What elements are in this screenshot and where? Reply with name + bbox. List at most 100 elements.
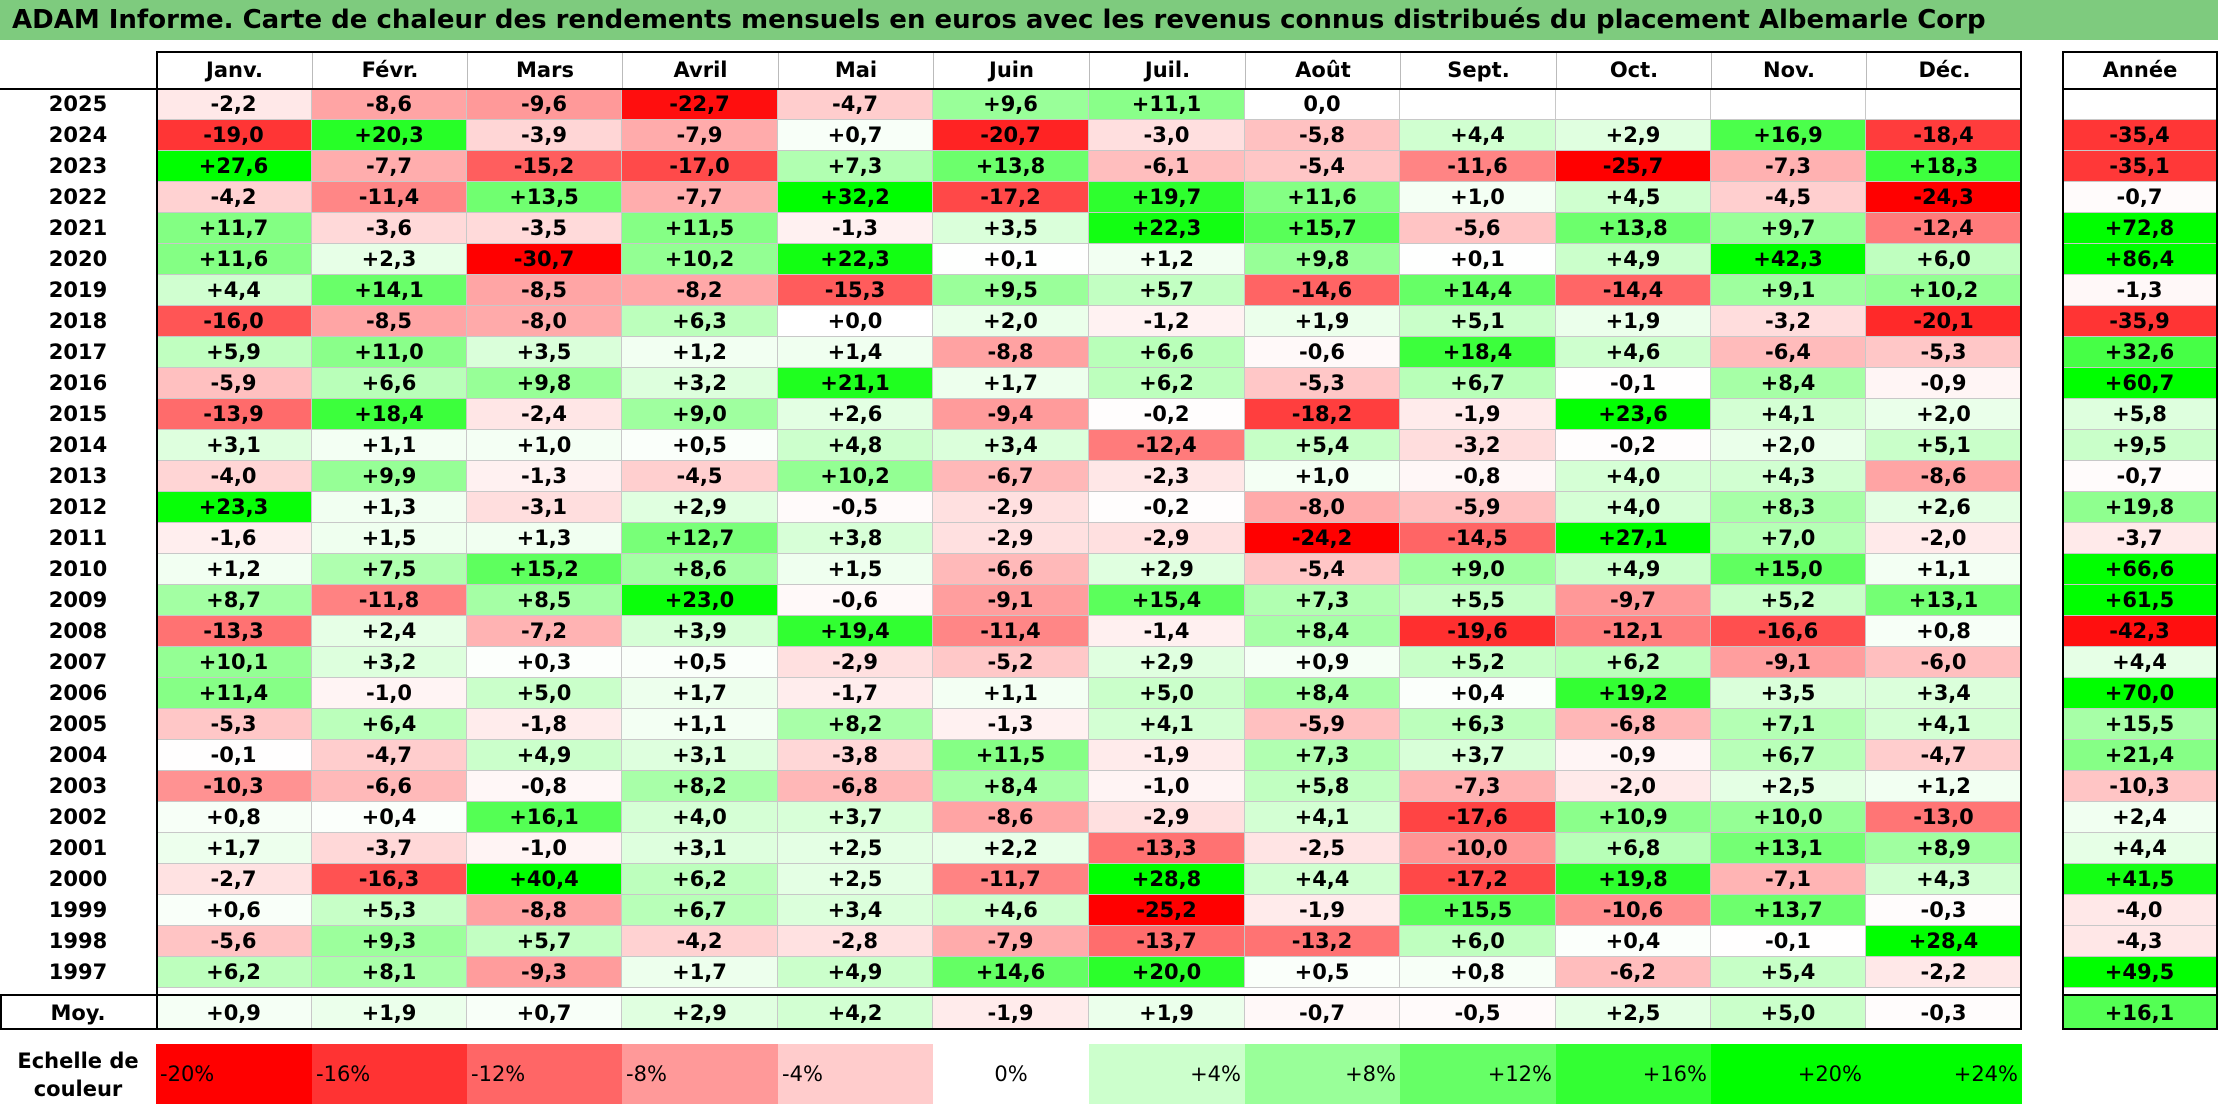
- heatmap-cell: +2,2: [933, 833, 1089, 864]
- heatmap-cell: -5,3: [156, 709, 312, 740]
- heatmap-cell: +5,1: [1400, 306, 1556, 337]
- heatmap-cell: -12,1: [1556, 616, 1711, 647]
- heatmap-cell: +21,1: [778, 368, 933, 399]
- heatmap-cell: +42,3: [1711, 244, 1866, 275]
- month-header: Nov.: [1711, 51, 1866, 89]
- heatmap-cell: +11,1: [1089, 89, 1245, 120]
- heatmap-cell: -10,0: [1400, 833, 1556, 864]
- heatmap-cell: -2,0: [1866, 523, 2022, 554]
- heatmap-cell: +8,4: [1245, 616, 1400, 647]
- year-label: 2010: [48, 557, 108, 581]
- year-label: 2017: [48, 340, 108, 364]
- heatmap-cell: +0,5: [622, 430, 778, 461]
- month-header: Avril: [622, 51, 778, 89]
- heatmap-cell: -8,6: [312, 89, 467, 120]
- heatmap-cell: -9,4: [933, 399, 1089, 430]
- heatmap-cell: -13,9: [156, 399, 312, 430]
- heatmap-cell: -17,0: [622, 151, 778, 182]
- heatmap-cell: +1,5: [312, 523, 467, 554]
- heatmap-cell: -1,3: [467, 461, 622, 492]
- heatmap-cell: +28,4: [1866, 926, 2022, 957]
- heatmap-cell: +5,2: [1711, 585, 1866, 616]
- heatmap-cell: -7,1: [1711, 864, 1866, 895]
- heatmap-cell: +15,7: [1245, 213, 1400, 244]
- heatmap-cell: +9,7: [1711, 213, 1866, 244]
- heatmap-cell: +10,1: [156, 647, 312, 678]
- heatmap-cell: -7,9: [622, 120, 778, 151]
- heatmap-cell: -10,6: [1556, 895, 1711, 926]
- year-label: 2024: [48, 123, 108, 147]
- annual-cell: -35,4: [2062, 120, 2218, 151]
- heatmap-cell: +4,8: [778, 430, 933, 461]
- scale-swatch: -16%: [312, 1044, 467, 1104]
- heatmap-cell: +4,6: [933, 895, 1089, 926]
- heatmap-cell: +3,4: [933, 430, 1089, 461]
- heatmap-cell: +4,9: [467, 740, 622, 771]
- heatmap-cell: -6,1: [1089, 151, 1245, 182]
- annual-cell: -0,7: [2062, 182, 2218, 213]
- average-cell: -0,7: [1245, 996, 1400, 1030]
- heatmap-cell: +6,8: [1556, 833, 1711, 864]
- year-label: 2007: [48, 650, 108, 674]
- heatmap-cell: +5,2: [1400, 647, 1556, 678]
- heatmap-cell: +1,3: [312, 492, 467, 523]
- heatmap-cell: +5,1: [1866, 430, 2022, 461]
- header-divider: [2062, 88, 2218, 90]
- heatmap-cell: +4,9: [1556, 244, 1711, 275]
- scale-swatch: +16%: [1556, 1044, 1711, 1104]
- average-label: Moy.: [50, 1001, 106, 1025]
- heatmap-cell: +9,6: [933, 89, 1089, 120]
- heatmap-cell: -17,6: [1400, 802, 1556, 833]
- heatmap-cell: +6,3: [1400, 709, 1556, 740]
- heatmap-cell: -1,9: [1089, 740, 1245, 771]
- heatmap-cell: -0,2: [1089, 399, 1245, 430]
- heatmap-cell: +2,5: [1711, 771, 1866, 802]
- heatmap-cell: +4,9: [1556, 554, 1711, 585]
- heatmap-cell: +7,1: [1711, 709, 1866, 740]
- year-label: 2006: [48, 681, 108, 705]
- heatmap-cell: +8,5: [467, 585, 622, 616]
- heatmap-cell: +2,9: [1556, 120, 1711, 151]
- heatmap-cell: +14,1: [312, 275, 467, 306]
- month-header: Oct.: [1556, 51, 1711, 89]
- month-header: Sept.: [1400, 51, 1556, 89]
- heatmap-cell: -20,7: [933, 120, 1089, 151]
- heatmap-cell: +13,8: [1556, 213, 1711, 244]
- heatmap-cell: +0,7: [778, 120, 933, 151]
- heatmap-cell: +5,0: [1089, 678, 1245, 709]
- average-annual-cell: +16,1: [2062, 996, 2218, 1030]
- heatmap-cell: -0,9: [1866, 368, 2022, 399]
- heatmap-cell: -4,7: [312, 740, 467, 771]
- heatmap-cell: +5,5: [1400, 585, 1556, 616]
- heatmap-cell: +2,5: [778, 864, 933, 895]
- year-label: 1999: [48, 898, 108, 922]
- heatmap-cell: [1711, 89, 1866, 120]
- heatmap-cell: +12,7: [622, 523, 778, 554]
- heatmap-cell: +8,2: [622, 771, 778, 802]
- heatmap-cell: +5,3: [312, 895, 467, 926]
- heatmap-cell: +8,1: [312, 957, 467, 988]
- heatmap-cell: +6,4: [312, 709, 467, 740]
- annual-cell: +49,5: [2062, 957, 2218, 988]
- heatmap-cell: +1,1: [622, 709, 778, 740]
- heatmap-cell: +10,9: [1556, 802, 1711, 833]
- average-cell: +5,0: [1711, 996, 1866, 1030]
- heatmap-cell: -2,2: [156, 89, 312, 120]
- header-divider: [0, 88, 2022, 90]
- heatmap-cell: -4,2: [156, 182, 312, 213]
- scale-swatch: +24%: [1866, 1044, 2022, 1104]
- annual-cell: -35,9: [2062, 306, 2218, 337]
- average-divider: [0, 994, 2022, 996]
- heatmap-cell: -0,8: [467, 771, 622, 802]
- heatmap-cell: +1,2: [156, 554, 312, 585]
- heatmap-cell: +1,3: [467, 523, 622, 554]
- heatmap-cell: +1,7: [933, 368, 1089, 399]
- heatmap-cell: -0,8: [1400, 461, 1556, 492]
- heatmap-cell: -8,5: [312, 306, 467, 337]
- heatmap-cell: +10,2: [778, 461, 933, 492]
- heatmap-cell: +6,7: [622, 895, 778, 926]
- heatmap-cell: -2,9: [1089, 802, 1245, 833]
- heatmap-cell: -5,8: [1245, 120, 1400, 151]
- heatmap-cell: -8,0: [1245, 492, 1400, 523]
- year-label: 2011: [48, 526, 108, 550]
